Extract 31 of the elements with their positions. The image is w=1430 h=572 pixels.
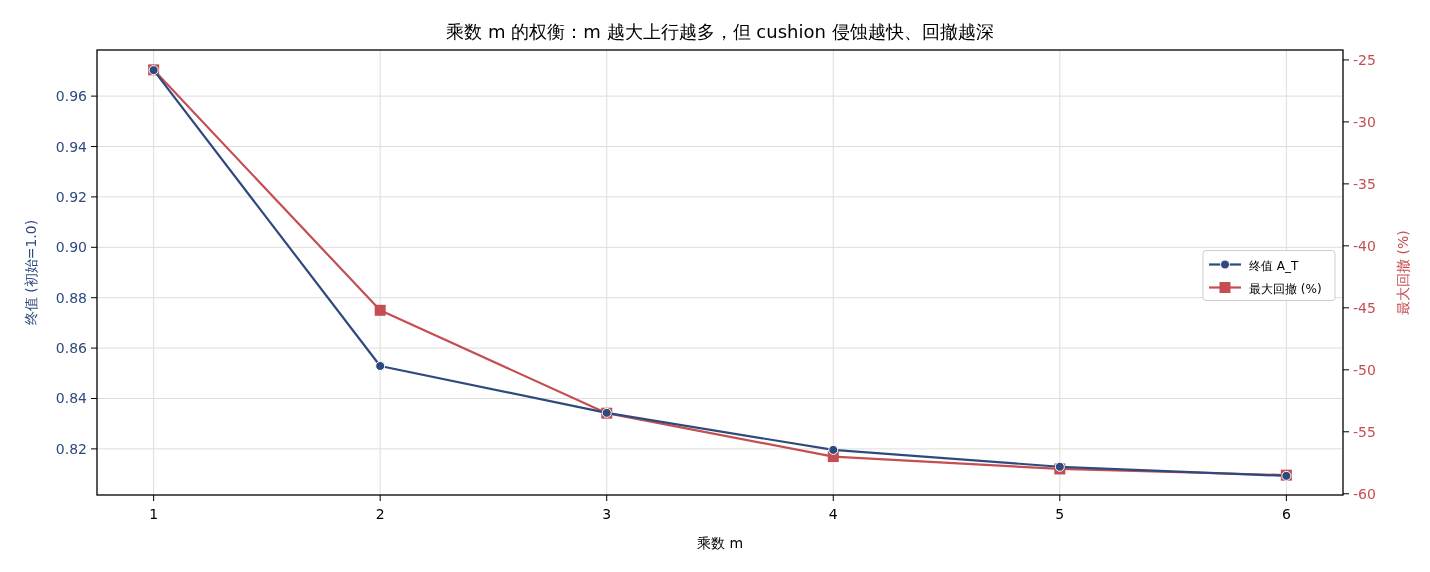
- y-tick-label: 0.92: [55, 188, 87, 205]
- y-tick-label: 0.88: [55, 289, 87, 306]
- y2-tick-label: -50: [1353, 361, 1376, 378]
- x-tick-label: 1: [149, 506, 159, 522]
- legend-label: 最大回撤 (%): [1249, 281, 1322, 296]
- chart-title: 乘数 m 的权衡：m 越大上行越多，但 cushion 侵蚀越快、回撤越深: [446, 21, 994, 42]
- y-tick-label: 0.86: [55, 340, 88, 357]
- x-tick-label: 4: [828, 506, 838, 522]
- x-tick-label: 6: [1281, 506, 1291, 522]
- y2-tick-label: -45: [1353, 299, 1376, 316]
- point: [375, 360, 386, 371]
- legend-label: 终值 A_T: [1249, 258, 1300, 273]
- y-axis-title: 终值 (初始=1.0): [23, 219, 39, 326]
- y-tick-label: 0.84: [55, 390, 88, 407]
- x-tick-label: 3: [602, 506, 612, 522]
- y-tick-label: 0.94: [55, 138, 88, 155]
- y2-tick-label: -55: [1353, 423, 1376, 440]
- point: [374, 304, 386, 316]
- y2-tick-label: -25: [1353, 51, 1376, 68]
- y2-tick-label: -35: [1353, 175, 1376, 192]
- x-axis-title: 乘数 m: [696, 535, 744, 551]
- y2-tick-label: -40: [1353, 237, 1376, 254]
- x-tick-label: 2: [375, 506, 385, 522]
- y2-tick-label: -60: [1353, 485, 1376, 502]
- x-tick-label: 5: [1055, 506, 1065, 522]
- y-tick-label: 0.90: [55, 239, 87, 256]
- y-tick-label: 0.82: [55, 440, 87, 457]
- y2-axis-title: 最大回撤 (%): [1395, 230, 1411, 315]
- point: [828, 444, 839, 455]
- y-tick-label: 0.96: [55, 88, 88, 105]
- y2-tick-label: -30: [1353, 113, 1376, 130]
